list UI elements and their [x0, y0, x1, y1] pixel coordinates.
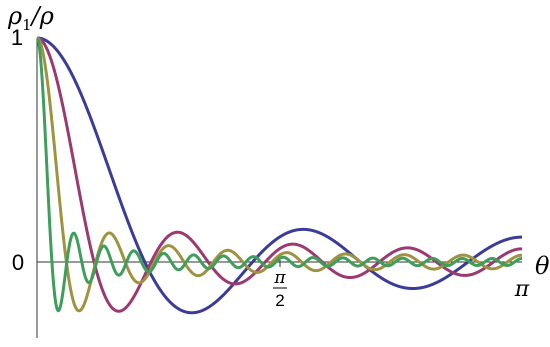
- x-tick-label-half-pi-den: 2: [275, 291, 284, 310]
- y-label-base: ρ: [7, 2, 22, 30]
- x-tick-label-half-pi-num: π: [273, 268, 286, 288]
- series-line-4: [35, 36, 524, 313]
- series-line-3: [35, 36, 524, 313]
- y-axis-label: ρ1/ρ: [7, 2, 54, 34]
- y-tick-label-1: 1: [11, 25, 23, 50]
- y-label-rest: /ρ: [30, 2, 54, 30]
- series-line-1: [35, 36, 524, 315]
- x-axis-label: θ: [535, 252, 550, 280]
- y-label-sub: 1: [22, 16, 32, 34]
- y-tick-label-0: 0: [12, 250, 24, 275]
- x-tick-label-pi: π: [514, 277, 530, 302]
